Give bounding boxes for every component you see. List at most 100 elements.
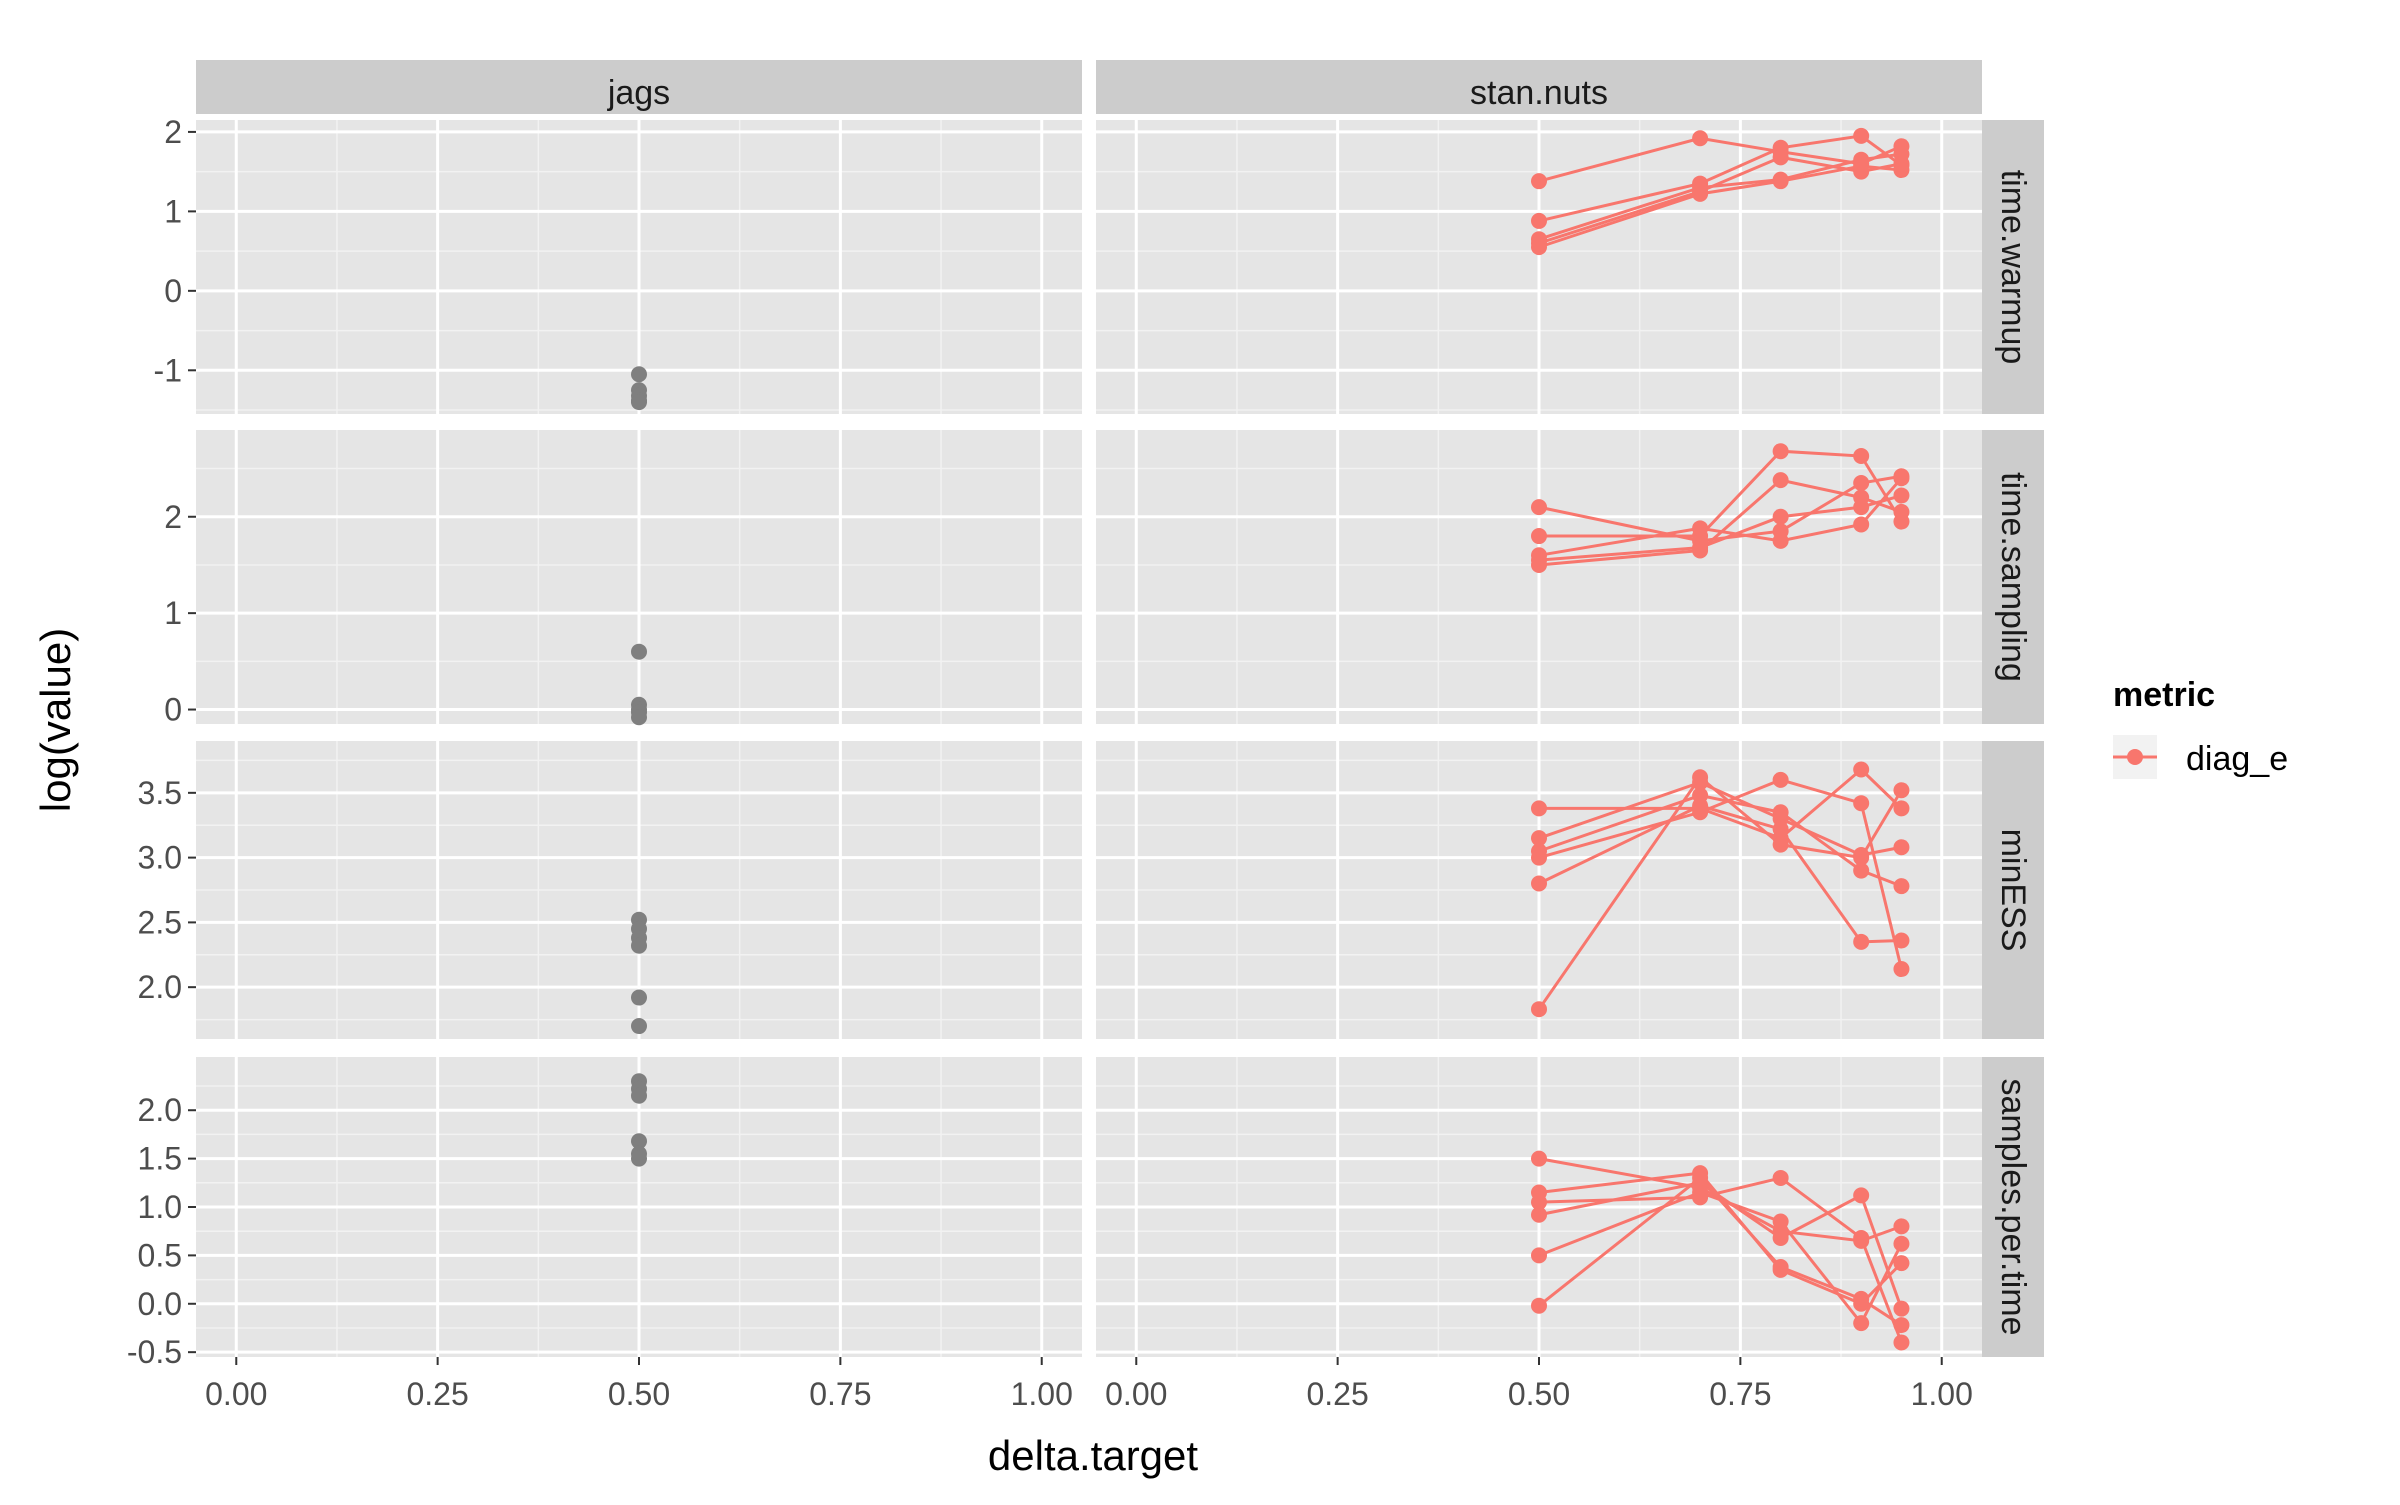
- data-point-diag-e: [1893, 839, 1910, 856]
- y-tick-label: 0.0: [138, 1286, 182, 1322]
- data-point-diag-e: [1853, 489, 1870, 506]
- panel-jags-miness: [196, 741, 1082, 1039]
- data-point-diag-e: [1531, 1297, 1547, 1314]
- y-tick-label: 3.5: [138, 775, 182, 811]
- data-point-diag-e: [1692, 769, 1709, 786]
- panel-stan-nuts-samples-per-time: [1096, 1057, 1982, 1357]
- x-tick-label: 0.50: [1508, 1376, 1570, 1412]
- axes-layer: 0.00 0.25 0.50 0.75 1.00 0.00 0.25 0.50 0.75 1.0 0…: [127, 114, 1973, 1412]
- data-point-diag-e: [1531, 499, 1547, 516]
- data-point-diag-e: [1893, 1317, 1910, 1334]
- strips-layer: jags stan.nuts time.warmup time.sampling min…: [196, 60, 2044, 1357]
- data-point-diag-e: [1772, 173, 1789, 190]
- data-point-diag-e: [1692, 797, 1709, 814]
- data-point-diag-e: [1772, 1213, 1789, 1230]
- data-point-diag-e: [1853, 862, 1870, 879]
- x-tick-label: 0.50: [608, 1376, 670, 1412]
- data-point-diag-e: [1531, 528, 1547, 545]
- data-point-diag-e: [1853, 475, 1870, 492]
- data-point-diag-e: [1692, 542, 1709, 559]
- data-point-diag-e: [1531, 1001, 1547, 1018]
- strip-label-miness: minESS: [1994, 829, 2032, 952]
- data-point-diag-e: [1692, 520, 1709, 537]
- strip-label-samples-per-time: samples.per.time: [1994, 1079, 2032, 1336]
- data-point-diag-e: [1853, 127, 1870, 144]
- y-tick-label: 2.0: [138, 969, 182, 1005]
- data-point-diag-e: [1772, 149, 1789, 166]
- x-tick-label: 1.00: [1911, 1376, 1973, 1412]
- strip-label-stan-nuts: stan.nuts: [1470, 74, 1608, 112]
- legend: metric diag_e: [2113, 676, 2288, 779]
- panel-jags-time-warmup: [196, 120, 1082, 414]
- data-point-diag-e: [1893, 162, 1910, 179]
- panels-layer: [196, 120, 1982, 1357]
- data-point-diag-e: [1531, 212, 1547, 229]
- data-point-diag-e: [1893, 487, 1910, 504]
- panel-jags-samples-per-time: [196, 1057, 1082, 1357]
- y-tick-label: 3.0: [138, 840, 182, 876]
- data-point-diag-e: [1853, 1187, 1870, 1204]
- data-point-diag-e: [1893, 1300, 1910, 1317]
- data-point-diag-e: [1853, 795, 1870, 812]
- data-point-diag-e: [1853, 448, 1870, 465]
- data-point-diag-e: [1893, 1235, 1910, 1252]
- data-point-diag-e: [1853, 1229, 1870, 1246]
- data-point-diag-e: [1853, 933, 1870, 950]
- data-point-diag-e: [1893, 782, 1910, 799]
- y-tick-label: -0.5: [127, 1334, 182, 1370]
- strip-label-time-warmup: time.warmup: [1994, 170, 2032, 365]
- legend-title: metric: [2113, 676, 2215, 714]
- y-tick-label: 2.0: [138, 1092, 182, 1128]
- panel-stan-nuts-time-warmup: [1096, 120, 1982, 414]
- strip-time-sampling: [1982, 430, 2044, 724]
- data-point-diag-e: [1531, 173, 1547, 190]
- x-tick-label: 0.00: [1105, 1376, 1167, 1412]
- y-tick-label: -1: [154, 352, 182, 388]
- data-point-diag-e: [1531, 849, 1547, 866]
- y-tick-label: 1.0: [138, 1189, 182, 1225]
- data-point-jags: [631, 1087, 647, 1104]
- strip-samples-per-time: [1982, 1057, 2044, 1357]
- data-point-diag-e: [1893, 961, 1910, 978]
- y-tick-label: 2: [164, 114, 182, 150]
- data-point-jags: [631, 937, 647, 954]
- y-axis-title: log(value): [32, 628, 79, 812]
- strip-time-warmup: [1982, 120, 2044, 414]
- x-tick-label: 0.00: [205, 1376, 267, 1412]
- legend-key-point: [2127, 749, 2143, 765]
- y-tick-label: 1: [164, 595, 182, 631]
- data-point-diag-e: [1772, 508, 1789, 525]
- x-tick-label: 0.75: [809, 1376, 871, 1412]
- y-tick-label: 1.5: [138, 1141, 182, 1177]
- data-point-diag-e: [1893, 1334, 1910, 1351]
- data-point-diag-e: [1772, 532, 1789, 549]
- x-tick-label: 0.25: [406, 1376, 468, 1412]
- x-tick-label: 0.75: [1709, 1376, 1771, 1412]
- strip-stan-nuts: [1096, 60, 1982, 114]
- y-tick-label: 1: [164, 193, 182, 229]
- data-point-diag-e: [1772, 472, 1789, 489]
- data-point-diag-e: [1893, 932, 1910, 949]
- data-point-jags: [631, 989, 647, 1006]
- strip-label-time-sampling: time.sampling: [1994, 472, 2032, 682]
- data-point-diag-e: [1531, 239, 1547, 256]
- data-point-diag-e: [1531, 556, 1547, 573]
- data-point-diag-e: [1772, 1169, 1789, 1186]
- data-point-diag-e: [1531, 1150, 1547, 1167]
- x-tick-label: 0.25: [1306, 1376, 1368, 1412]
- data-point-diag-e: [1853, 1290, 1870, 1307]
- data-point-jags: [631, 394, 647, 411]
- data-point-diag-e: [1772, 1229, 1789, 1246]
- strip-label-jags: jags: [607, 74, 670, 112]
- data-point-jags: [631, 1018, 647, 1035]
- data-point-diag-e: [1531, 1194, 1547, 1211]
- data-point-diag-e: [1531, 800, 1547, 817]
- data-point-jags: [631, 643, 647, 660]
- panel-jags-time-sampling: [196, 430, 1082, 726]
- strip-jags: [196, 60, 1082, 114]
- data-point-jags: [631, 1150, 647, 1167]
- data-point-diag-e: [1893, 1255, 1910, 1272]
- data-point-jags: [631, 366, 647, 383]
- data-point-diag-e: [1893, 800, 1910, 817]
